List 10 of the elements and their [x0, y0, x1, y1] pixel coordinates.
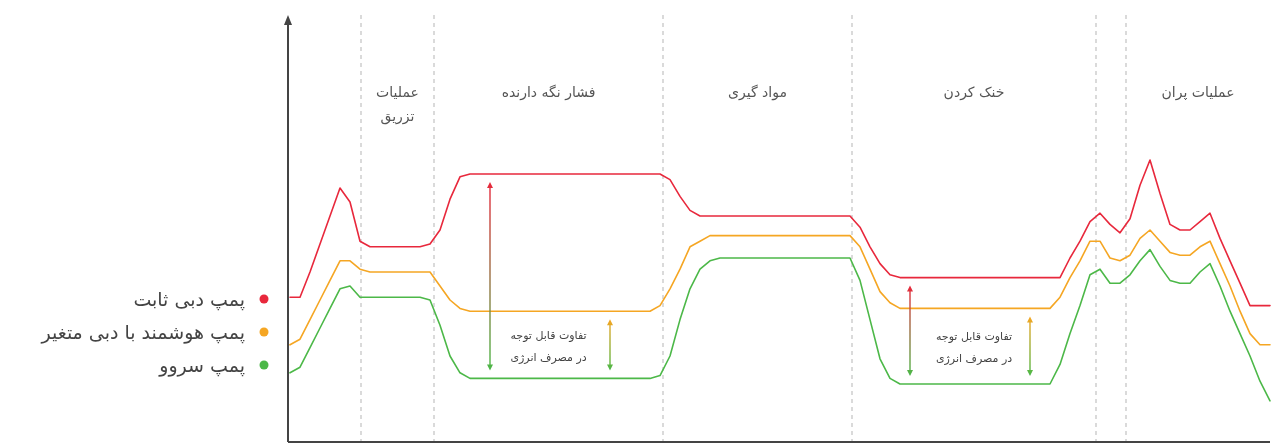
text: خنک کردن: [943, 84, 1005, 101]
text: مواد گیری: [728, 84, 787, 101]
annotation: تفاوت قابل توجه در مصرف انرژی: [935, 330, 1013, 366]
text: فشار نگه دارنده: [501, 84, 596, 101]
legend-label: پمپ هوشمند با دبی متغیر: [40, 321, 245, 344]
legend-label: پمپ سروو: [158, 354, 245, 377]
legend-label: پمپ دبی ثابت: [133, 288, 245, 311]
text: عملیات تزریق: [376, 84, 419, 125]
annotation: تفاوت قابل توجه در مصرف انرژی: [510, 328, 587, 364]
text: عملیات پران: [1161, 84, 1235, 101]
